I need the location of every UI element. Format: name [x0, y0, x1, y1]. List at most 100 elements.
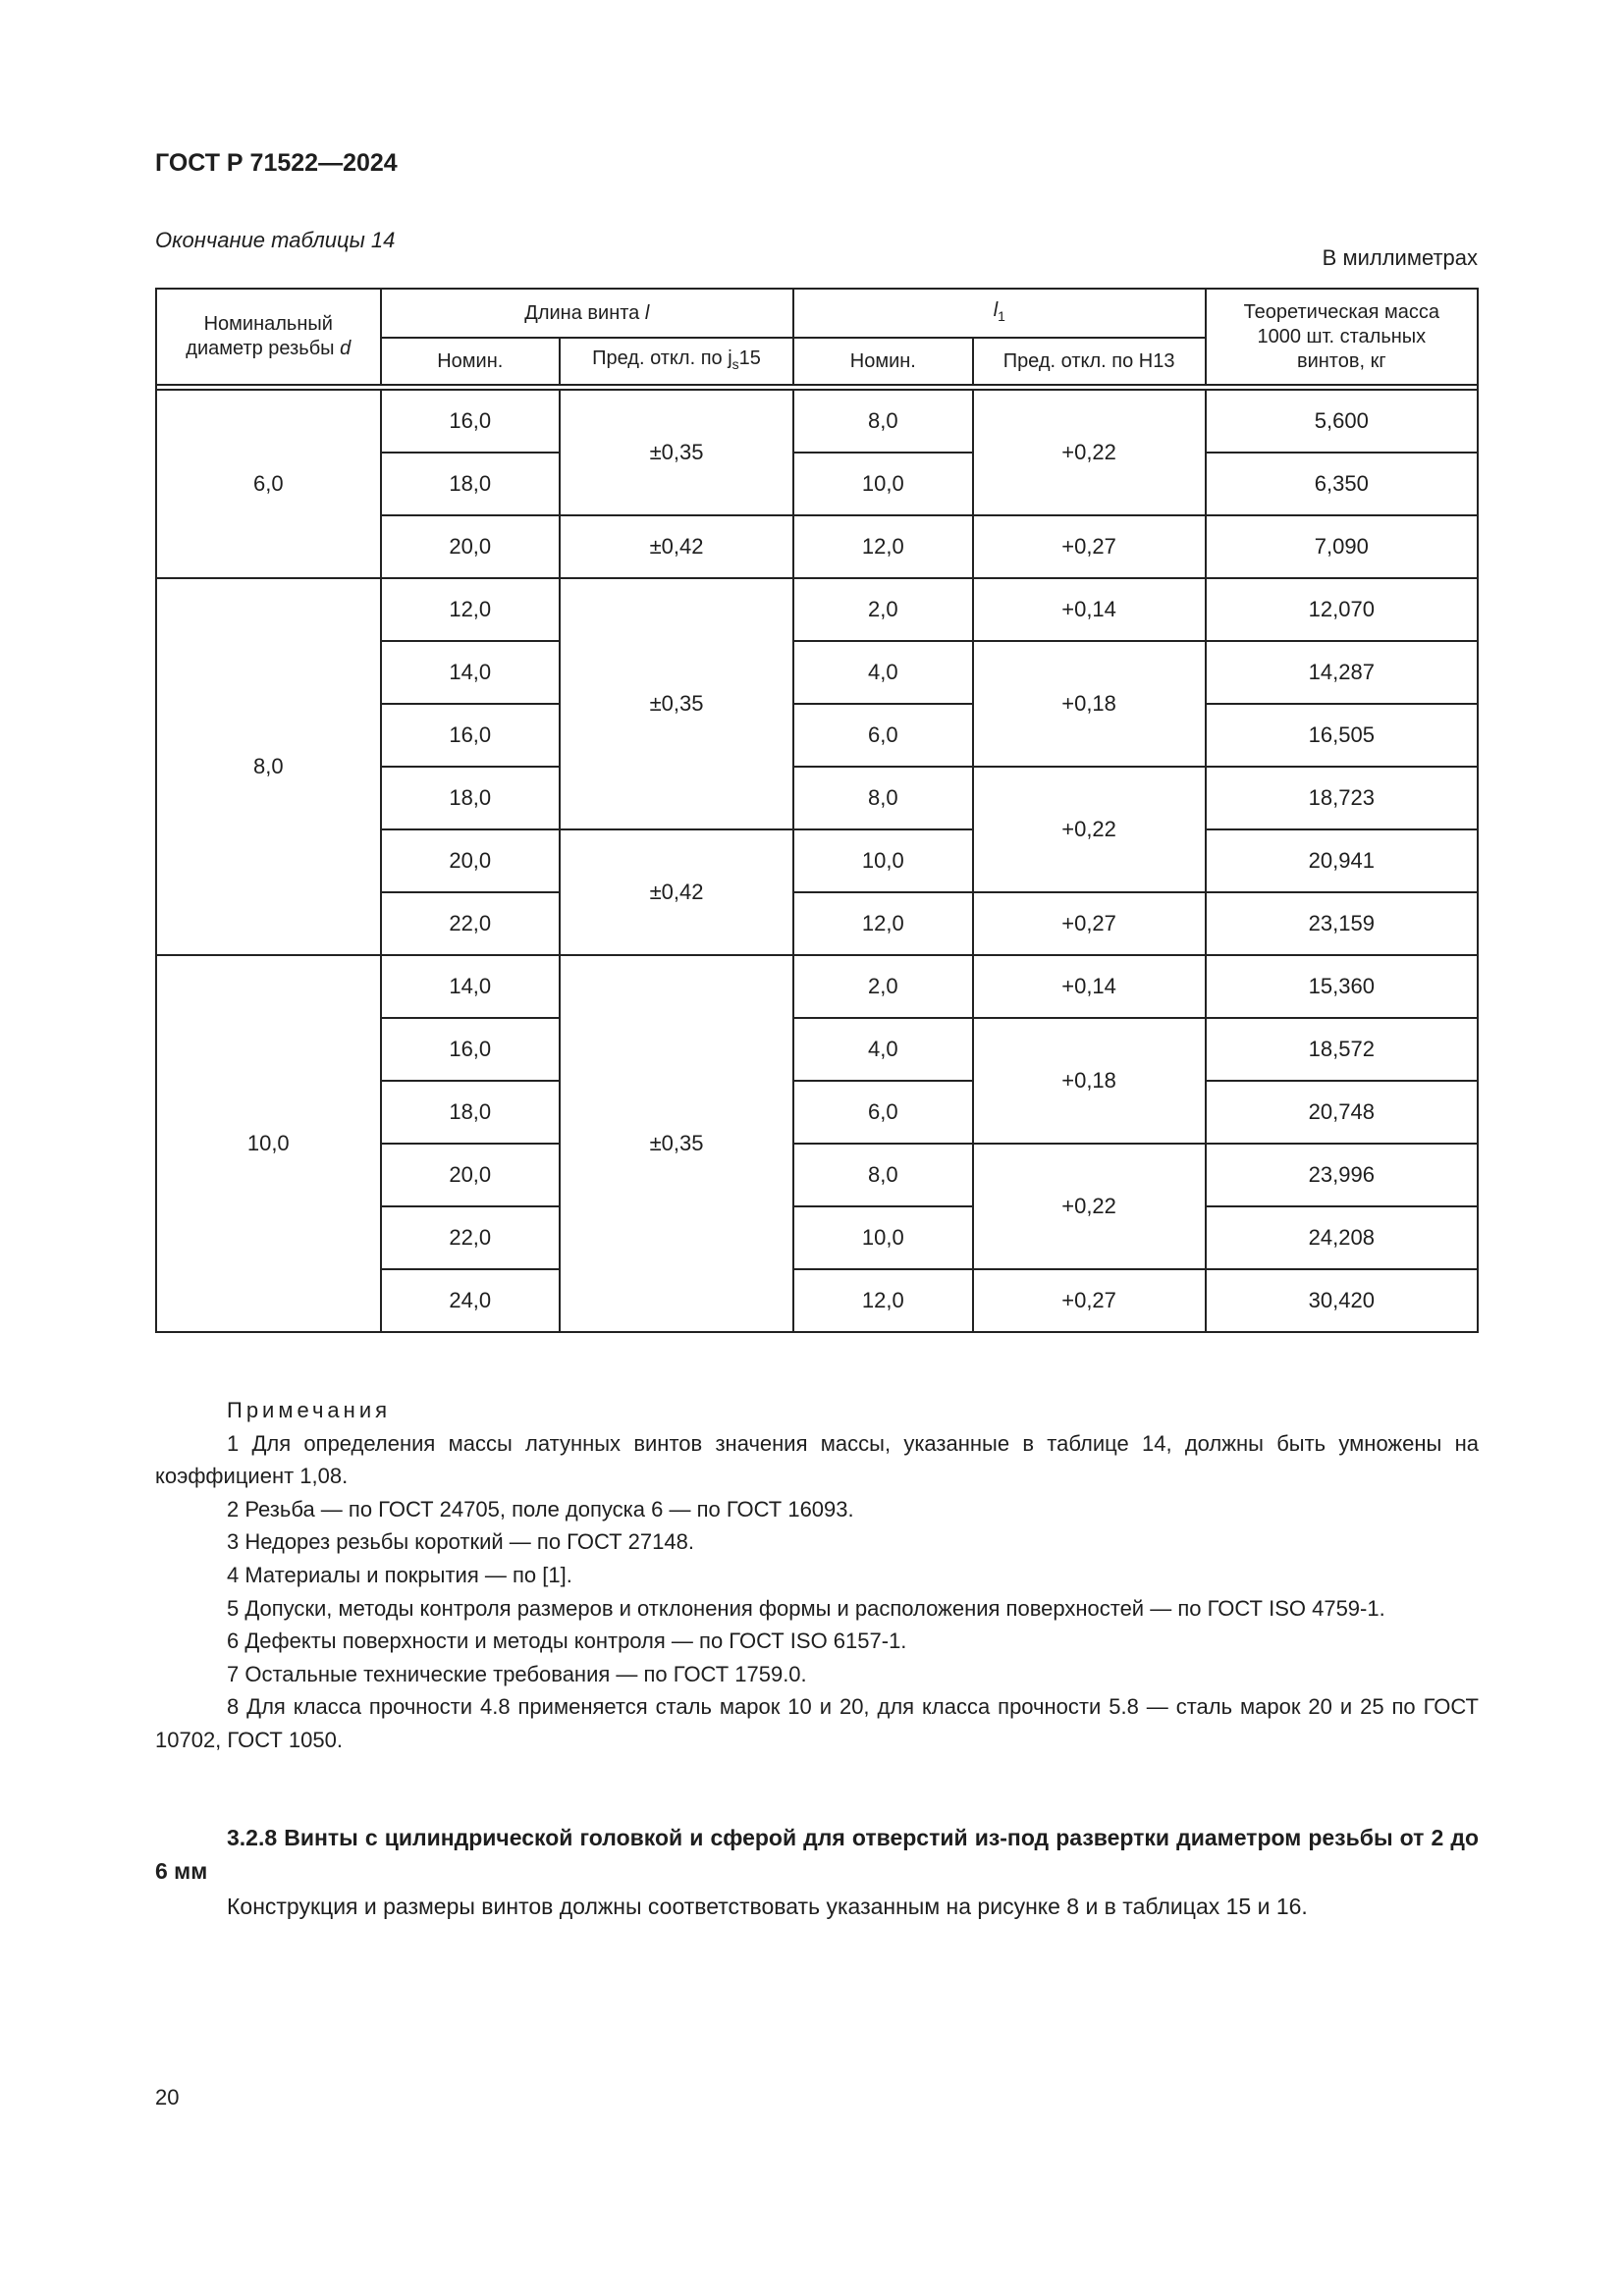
cell-mass: 18,572 [1204, 1017, 1480, 1082]
cell-l-nom: 16,0 [379, 703, 561, 768]
units-label: В миллиметрах [1322, 245, 1478, 270]
table-row: 18,0 10,0 6,350 [156, 452, 1480, 516]
cell-mass: 24,208 [1204, 1205, 1480, 1270]
table-row: 20,0 8,0 +0,22 23,996 [156, 1143, 1480, 1270]
cell-l-nom: 18,0 [379, 766, 561, 830]
table-row: 20,0 ±0,42 12,0 +0,27 7,090 [156, 514, 1480, 579]
cell-mass: 15,360 [1204, 954, 1480, 1019]
note-item: 2 Резьба — по ГОСТ 24705, поле допуска 6… [227, 1496, 854, 1522]
header-separator [155, 384, 1479, 391]
note-item: 6 Дефекты поверхности и методы контроля … [227, 1629, 907, 1654]
cell-diameter: 8,0 [155, 577, 382, 956]
cell-l1-nom: 4,0 [792, 640, 974, 705]
cell-mass: 7,090 [1204, 514, 1480, 579]
cell-l-tol: ±0,42 [558, 514, 795, 579]
cell-l-nom: 18,0 [379, 1080, 561, 1145]
cell-l1-tol: +0,27 [971, 514, 1207, 579]
cell-l1-tol: +0,22 [971, 766, 1207, 893]
note-item: 8 Для класса прочности 4.8 применяется с… [155, 1694, 1479, 1752]
cell-l1-nom: 10,0 [792, 1205, 974, 1270]
page-number: 20 [155, 2085, 180, 2109]
section-3-2-8: 3.2.8 Винты с цилиндрической головкой и … [155, 1821, 1479, 1923]
table-row: 18,0 8,0 +0,22 18,723 [156, 766, 1480, 893]
cell-l-nom: 16,0 [379, 389, 561, 454]
cell-l1-nom: 10,0 [792, 828, 974, 893]
cell-l1-tol: +0,22 [971, 1143, 1207, 1270]
cell-l1-nom: 8,0 [792, 389, 974, 454]
cell-l1-nom: 10,0 [792, 452, 974, 516]
header-l1-tol: Пред. откл. по H13 [971, 337, 1207, 386]
table-14: Номинальный диаметр резьбы d Длина винта … [155, 288, 1480, 1333]
table-row: 10,0 14,0 ±0,35 2,0 +0,14 15,360 [155, 954, 1480, 1333]
cell-l1-nom: 2,0 [792, 954, 974, 1019]
cell-l1-nom: 12,0 [792, 1268, 974, 1333]
cell-l-tol: ±0,35 [558, 389, 795, 516]
table-row: 16,0 6,0 16,505 [156, 703, 1480, 768]
table-body: 6,0 16,0 ±0,35 8,0 +0,22 5,600 18,0 10,0 6,350 20… [155, 389, 1480, 1333]
section-heading: 3.2.8 Винты с цилиндрической головкой и … [155, 1825, 1479, 1884]
cell-l1-nom: 12,0 [792, 514, 974, 579]
cell-mass: 20,748 [1204, 1080, 1480, 1145]
cell-l1-tol: +0,14 [971, 954, 1207, 1019]
cell-l-tol: ±0,35 [558, 577, 795, 830]
header-screw-length: Длина винта l [379, 288, 795, 339]
table-row: 14,0 4,0 +0,18 14,287 [156, 640, 1480, 768]
header-l1: l1 [792, 288, 1207, 339]
header-l-nom: Номин. [379, 337, 561, 386]
table-row: 8,0 12,0 ±0,35 2,0 +0,14 12,070 [155, 577, 1480, 956]
table-continuation-label: Окончание таблицы 14 [155, 228, 396, 252]
cell-l-nom: 12,0 [379, 577, 561, 642]
notes: Примечания 1 Для определения массы латун… [155, 1394, 1479, 1757]
cell-l-tol: ±0,35 [558, 954, 795, 1333]
table-row: 16,0 4,0 +0,18 18,572 [156, 1017, 1480, 1145]
cell-diameter: 6,0 [155, 389, 382, 579]
cell-l1-tol: +0,18 [971, 640, 1207, 768]
notes-title: Примечания [227, 1398, 392, 1422]
cell-diameter: 10,0 [155, 954, 382, 1333]
notes-list: 1 Для определения массы латунных винтов … [155, 1427, 1479, 1757]
cell-l1-nom: 4,0 [792, 1017, 974, 1082]
cell-mass: 5,600 [1204, 389, 1480, 454]
cell-mass: 30,420 [1204, 1268, 1480, 1333]
cell-mass: 14,287 [1204, 640, 1480, 705]
cell-l1-tol: +0,27 [971, 1268, 1207, 1333]
header-l-tol: Пред. откл. по js15 [558, 337, 795, 386]
cell-l-nom: 18,0 [379, 452, 561, 516]
cell-l1-nom: 2,0 [792, 577, 974, 642]
table-row: 18,0 6,0 20,748 [156, 1080, 1480, 1145]
cell-l-nom: 14,0 [379, 954, 561, 1019]
header-l1-nom: Номин. [792, 337, 974, 386]
cell-l-nom: 16,0 [379, 1017, 561, 1082]
cell-mass: 12,070 [1204, 577, 1480, 642]
cell-mass: 16,505 [1204, 703, 1480, 768]
header-diameter: Номинальный диаметр резьбы d [155, 288, 382, 386]
note-item: 1 Для определения массы латунных винтов … [155, 1430, 1479, 1489]
cell-l-nom: 14,0 [379, 640, 561, 705]
cell-mass: 6,350 [1204, 452, 1480, 516]
note-item: 7 Остальные технические требования — по … [227, 1661, 807, 1686]
cell-l1-nom: 8,0 [792, 1143, 974, 1207]
cell-l-nom: 20,0 [379, 514, 561, 579]
cell-l1-tol: +0,18 [971, 1017, 1207, 1145]
cell-l1-nom: 6,0 [792, 1080, 974, 1145]
cell-l1-nom: 12,0 [792, 891, 974, 956]
cell-mass: 23,996 [1204, 1143, 1480, 1207]
table-row: 24,0 12,0 +0,27 30,420 [156, 1268, 1480, 1333]
table-row: 22,0 10,0 24,208 [156, 1205, 1480, 1270]
document-id: ГОСТ Р 71522—2024 [155, 149, 398, 177]
note-item: 4 Материалы и покрытия — по [1]. [227, 1562, 572, 1587]
header-mass: Теоретическая масса 1000 шт. стальных винт… [1204, 288, 1480, 386]
cell-l-nom: 22,0 [379, 1205, 561, 1270]
cell-mass: 23,159 [1204, 891, 1480, 956]
cell-mass: 20,941 [1204, 828, 1480, 893]
cell-l1-tol: +0,27 [971, 891, 1207, 956]
note-item: 5 Допуски, методы контроля размеров и от… [227, 1595, 1385, 1621]
cell-l-nom: 20,0 [379, 1143, 561, 1207]
table-row: 22,0 12,0 +0,27 23,159 [156, 891, 1480, 956]
cell-mass: 18,723 [1204, 766, 1480, 830]
cell-l1-nom: 8,0 [792, 766, 974, 830]
table-row: 6,0 16,0 ±0,35 8,0 +0,22 5,600 [155, 389, 1480, 579]
cell-l-nom: 24,0 [379, 1268, 561, 1333]
cell-l-nom: 20,0 [379, 828, 561, 893]
table-row: 20,0 ±0,42 10,0 20,941 [156, 828, 1480, 956]
